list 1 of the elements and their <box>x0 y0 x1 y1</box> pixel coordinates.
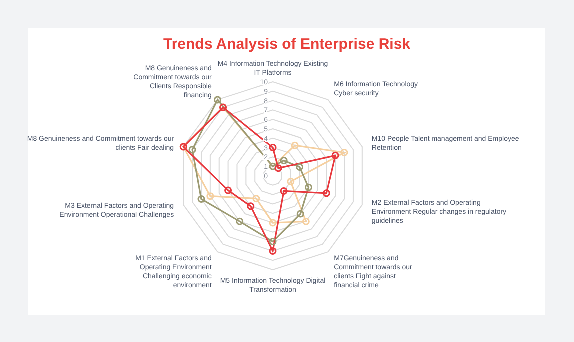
chart-title: Trends Analysis of Enterprise Risk <box>162 36 412 53</box>
